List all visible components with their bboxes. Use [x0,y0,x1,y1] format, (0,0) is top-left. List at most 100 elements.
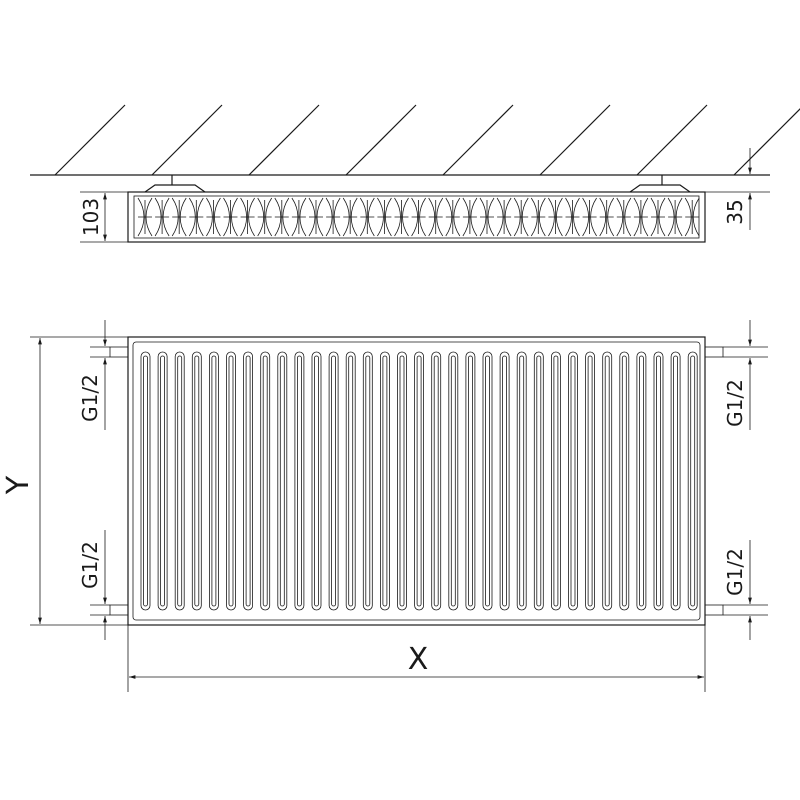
wall-bracket-right [629,175,691,193]
panel-groove [653,351,664,611]
convector-fin [206,197,221,237]
convector-fin [462,197,478,237]
panel-groove [551,351,561,611]
panel-groove [397,351,407,611]
panel-groove-inner [621,355,627,607]
convector-fin [616,197,632,237]
wall-hatch-line [442,104,514,176]
panel-groove-inner [211,355,217,607]
panel-groove [140,351,151,611]
panel-groove [602,351,613,611]
panel-groove-inner [279,355,285,607]
panel-groove-inner [228,355,234,607]
panel-groove [294,351,305,611]
height-label: Y [1,475,36,495]
convector-fin [257,197,273,237]
panel-groove-inner [536,355,542,607]
panel-groove-inner [177,355,183,607]
panel-groove [345,351,356,611]
convector-fin [428,197,444,237]
panel-groove-inner [160,355,166,607]
connection-dimension-left: G1/2 G1/2 [78,320,110,640]
pipe-connections [109,346,724,616]
convector-fin [223,197,238,237]
panel-groove-inner [365,355,371,607]
panel-groove [585,351,595,611]
panel-groove [516,351,527,611]
panel-groove [465,351,476,611]
panel-groove [277,351,288,611]
panel-groove-inner [450,355,456,607]
panel-groove [482,351,493,611]
panel-groove [687,351,698,611]
panel-groove-inner [673,355,678,607]
panel-groove-inner [604,355,610,607]
depth-label: 103 [79,198,103,236]
connection-dimension-right: G1/2 G1/2 [723,320,768,640]
panel-groove-inner [262,355,268,607]
convector-fin [291,197,307,237]
panel-groove [499,351,510,611]
convector-fin [342,197,358,237]
convector-fin [274,197,290,237]
convector-fin [667,197,683,237]
panel-groove-inner [143,355,148,607]
panel-groove-inner [502,355,508,607]
convector-fin [633,197,649,237]
panel-groove-inner [348,355,354,607]
depth-dimension: 103 [79,191,128,243]
connection-label-right-bottom: G1/2 [723,548,747,596]
panel-groove-inner [519,355,525,607]
panel-groove-inner [416,355,422,607]
connection-label-left-top: G1/2 [78,374,102,422]
convector-fin [377,197,392,237]
panel-groove-inner [570,355,576,607]
panel-groove-inner [245,355,251,607]
panel-groove [243,351,254,611]
width-dimension: X [127,625,706,692]
convector-fins [137,197,700,237]
convector-fin [411,197,426,237]
panel-groove [448,351,459,611]
panel-groove [619,351,630,611]
radiator-top-view [127,175,706,243]
panel-grooves [140,351,698,611]
panel-groove [174,351,185,611]
wall-hatch-line [636,104,708,176]
convector-fin [496,197,512,237]
panel-groove-inner [656,355,661,607]
connection-label-right-top: G1/2 [723,379,747,427]
panel-groove [226,351,236,611]
panel-groove [362,351,373,611]
convector-fin [684,197,700,237]
panel-groove [636,351,647,611]
panel-groove [157,351,168,611]
convector-fin [479,197,495,237]
radiator-front-view [109,336,724,626]
panel-groove-inner [690,355,696,607]
convector-fin [240,197,255,237]
panel-groove-inner [639,355,644,607]
panel-groove-inner [467,355,473,607]
panel-groove [431,351,442,611]
panel-groove-inner [331,355,337,607]
panel-groove-inner [433,355,439,607]
convector-fin [171,197,187,237]
convector-fin [582,197,597,237]
convector-fin [325,197,341,237]
panel-groove [670,351,681,611]
panel-groove [533,351,544,611]
panel-groove-inner [296,355,302,607]
wall-bracket-left [144,175,206,193]
panel-groove [260,351,271,611]
wall-hatch-line [54,104,126,176]
convector-fin [308,197,324,237]
panel-groove-inner [553,355,559,607]
panel-groove-inner [382,355,388,607]
wall-gap-dimension: 35 [705,148,770,230]
convector-fin [188,197,204,237]
panel-groove [379,351,390,611]
convector-fin [359,197,375,237]
convector-fin [565,197,580,237]
